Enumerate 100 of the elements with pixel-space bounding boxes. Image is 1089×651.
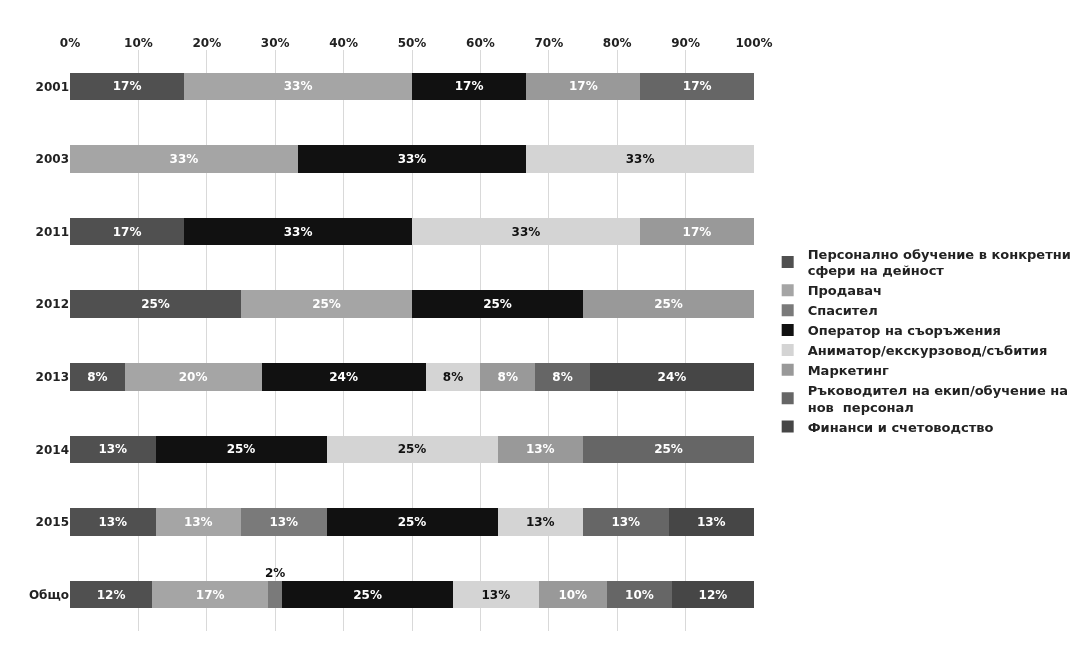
data-label: 10% xyxy=(625,587,654,602)
bar xyxy=(70,217,185,246)
bar xyxy=(526,72,641,101)
data-label: 17% xyxy=(568,79,598,94)
data-label: 33% xyxy=(283,79,313,94)
data-label: 8% xyxy=(552,369,573,384)
data-label: 13% xyxy=(696,515,726,530)
y-tick-label: 2011 xyxy=(35,224,69,239)
bar xyxy=(70,580,153,609)
data-label: 13% xyxy=(481,587,511,602)
data-label: 13% xyxy=(183,515,213,530)
x-tick-label: 20% xyxy=(192,35,222,50)
bar xyxy=(297,145,527,173)
legend-label: Спасител xyxy=(807,303,878,319)
data-label: 17% xyxy=(112,224,142,239)
data-label: 25% xyxy=(226,442,256,457)
legend-label: Ръководител на екип/обучение на нов персонал xyxy=(807,382,1069,415)
data-label: 33% xyxy=(511,224,541,239)
data-label: 25% xyxy=(312,297,341,312)
y-tick-label: 2013 xyxy=(35,370,69,385)
data-label: 33% xyxy=(625,151,655,166)
bar xyxy=(241,290,412,318)
legend-label: Продавач xyxy=(807,283,882,299)
bar xyxy=(124,363,262,391)
bar xyxy=(261,363,426,391)
x-tick-label: 50% xyxy=(397,35,427,50)
data-label: 17% xyxy=(112,79,142,94)
data-label: 12% xyxy=(96,587,126,602)
bar xyxy=(184,72,412,101)
y-tick-label: Общо xyxy=(28,587,69,602)
data-label: 25% xyxy=(141,297,170,312)
data-label: 10% xyxy=(558,587,588,602)
data-label: 17% xyxy=(195,587,225,602)
bar xyxy=(326,508,498,536)
data-label: 25% xyxy=(654,297,683,312)
bar xyxy=(282,580,454,609)
x-tick-label: 60% xyxy=(466,35,495,50)
x-tick-label: 80% xyxy=(602,35,632,50)
bar xyxy=(412,72,527,101)
x-tick-label: 30% xyxy=(260,35,290,50)
data-label: 8% xyxy=(497,369,518,384)
bar xyxy=(70,145,298,173)
data-label: 25% xyxy=(397,515,427,530)
y-tick-label: 2003 xyxy=(35,152,69,167)
y-tick-label: 2012 xyxy=(35,297,69,312)
bar xyxy=(535,363,590,391)
data-label: 33% xyxy=(169,151,199,166)
bar xyxy=(671,580,754,609)
bar xyxy=(70,435,156,464)
data-label: 13% xyxy=(525,442,555,457)
data-label: 13% xyxy=(269,515,299,530)
x-tick-label: 70% xyxy=(534,35,564,50)
data-label: 13% xyxy=(98,515,128,530)
bar xyxy=(583,508,669,536)
data-label: 33% xyxy=(283,224,313,239)
legend-label: Маркетинг xyxy=(807,362,889,378)
bar xyxy=(155,435,327,464)
x-tick-label: 10% xyxy=(124,35,153,50)
data-label: 13% xyxy=(98,442,128,457)
y-tick-label: 2015 xyxy=(35,515,69,530)
legend-label: Оператор на съоръжения xyxy=(807,323,1001,339)
data-label: 8% xyxy=(442,369,464,384)
bar xyxy=(583,290,754,318)
data-label: 17% xyxy=(454,79,484,94)
bar xyxy=(70,508,156,536)
data-label: 24% xyxy=(329,369,358,384)
data-label: 12% xyxy=(698,587,728,602)
bar xyxy=(640,72,754,101)
data-label: 25% xyxy=(397,442,427,457)
y-tick-label: 2001 xyxy=(35,79,69,94)
bar xyxy=(184,217,412,246)
y-tick-label: 2014 xyxy=(35,442,69,457)
data-label: 25% xyxy=(654,442,683,457)
bar xyxy=(70,290,241,318)
bar xyxy=(480,363,536,391)
x-tick-label: 90% xyxy=(671,35,700,50)
bar xyxy=(70,72,185,101)
data-label: 17% xyxy=(682,79,712,94)
bar xyxy=(152,580,269,609)
data-label: 24% xyxy=(657,369,687,384)
bar xyxy=(668,508,754,536)
data-label: 13% xyxy=(611,515,641,530)
x-tick-label: 0% xyxy=(59,35,81,50)
data-label: 25% xyxy=(353,587,382,602)
bar xyxy=(497,435,583,464)
bar xyxy=(241,508,327,536)
bar xyxy=(589,363,754,391)
data-label: 17% xyxy=(682,224,712,239)
bar xyxy=(639,217,754,246)
x-tick-label: 40% xyxy=(329,35,358,50)
bar xyxy=(268,580,283,609)
data-label: 20% xyxy=(178,369,208,384)
x-tick-label: 100% xyxy=(735,35,773,50)
legend-label: Аниматор/екскурзовод/събития xyxy=(807,343,1048,359)
data-label: 13% xyxy=(525,515,555,530)
bar xyxy=(155,508,241,536)
bar xyxy=(70,363,125,391)
data-label: 25% xyxy=(483,297,512,312)
bar xyxy=(583,435,754,464)
legend-label: Финанси и счетоводство xyxy=(807,419,994,435)
